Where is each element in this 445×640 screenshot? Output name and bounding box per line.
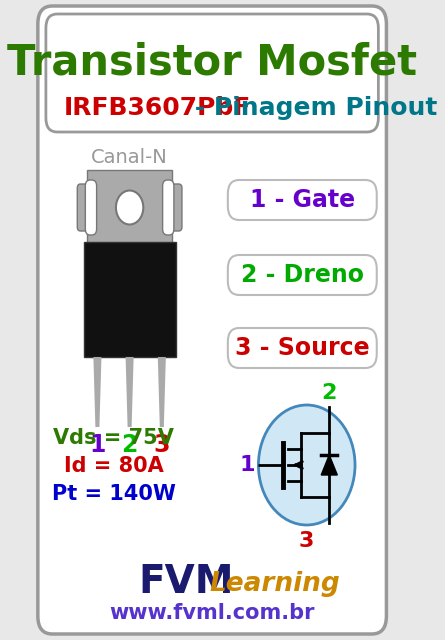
Text: 3: 3 bbox=[154, 433, 170, 457]
Polygon shape bbox=[158, 357, 166, 427]
Text: 2: 2 bbox=[121, 433, 138, 457]
Text: 2: 2 bbox=[322, 383, 337, 403]
Polygon shape bbox=[93, 357, 101, 427]
Text: 1 - Gate: 1 - Gate bbox=[250, 188, 355, 212]
Text: FVM: FVM bbox=[138, 563, 234, 601]
FancyBboxPatch shape bbox=[166, 184, 182, 231]
Bar bbox=[87, 170, 172, 245]
Text: Learning: Learning bbox=[209, 571, 340, 597]
Circle shape bbox=[259, 405, 355, 525]
Text: www.fvml.com.br: www.fvml.com.br bbox=[109, 603, 315, 623]
Bar bbox=[84, 242, 175, 357]
Text: Canal-N: Canal-N bbox=[91, 147, 168, 166]
FancyBboxPatch shape bbox=[46, 14, 378, 132]
Circle shape bbox=[116, 191, 143, 225]
Text: 3: 3 bbox=[299, 531, 315, 551]
Text: Id = 80A: Id = 80A bbox=[64, 456, 163, 476]
FancyBboxPatch shape bbox=[228, 255, 377, 295]
FancyBboxPatch shape bbox=[162, 180, 174, 235]
FancyBboxPatch shape bbox=[77, 184, 93, 231]
FancyBboxPatch shape bbox=[85, 180, 97, 235]
Text: IRFB3607PbF: IRFB3607PbF bbox=[64, 96, 251, 120]
Text: Vds = 75V: Vds = 75V bbox=[53, 428, 174, 448]
Text: 3 - Source: 3 - Source bbox=[235, 336, 370, 360]
Polygon shape bbox=[321, 455, 337, 475]
FancyBboxPatch shape bbox=[228, 180, 377, 220]
Polygon shape bbox=[125, 357, 134, 427]
Text: 2 - Dreno: 2 - Dreno bbox=[241, 263, 364, 287]
Text: 1: 1 bbox=[239, 455, 255, 475]
Text: Transistor Mosfet: Transistor Mosfet bbox=[7, 41, 417, 83]
Text: Pt = 140W: Pt = 140W bbox=[52, 484, 175, 504]
FancyBboxPatch shape bbox=[228, 328, 377, 368]
Text: - Pinagem Pinout: - Pinagem Pinout bbox=[186, 96, 437, 120]
FancyBboxPatch shape bbox=[38, 6, 386, 634]
Text: 1: 1 bbox=[89, 433, 105, 457]
